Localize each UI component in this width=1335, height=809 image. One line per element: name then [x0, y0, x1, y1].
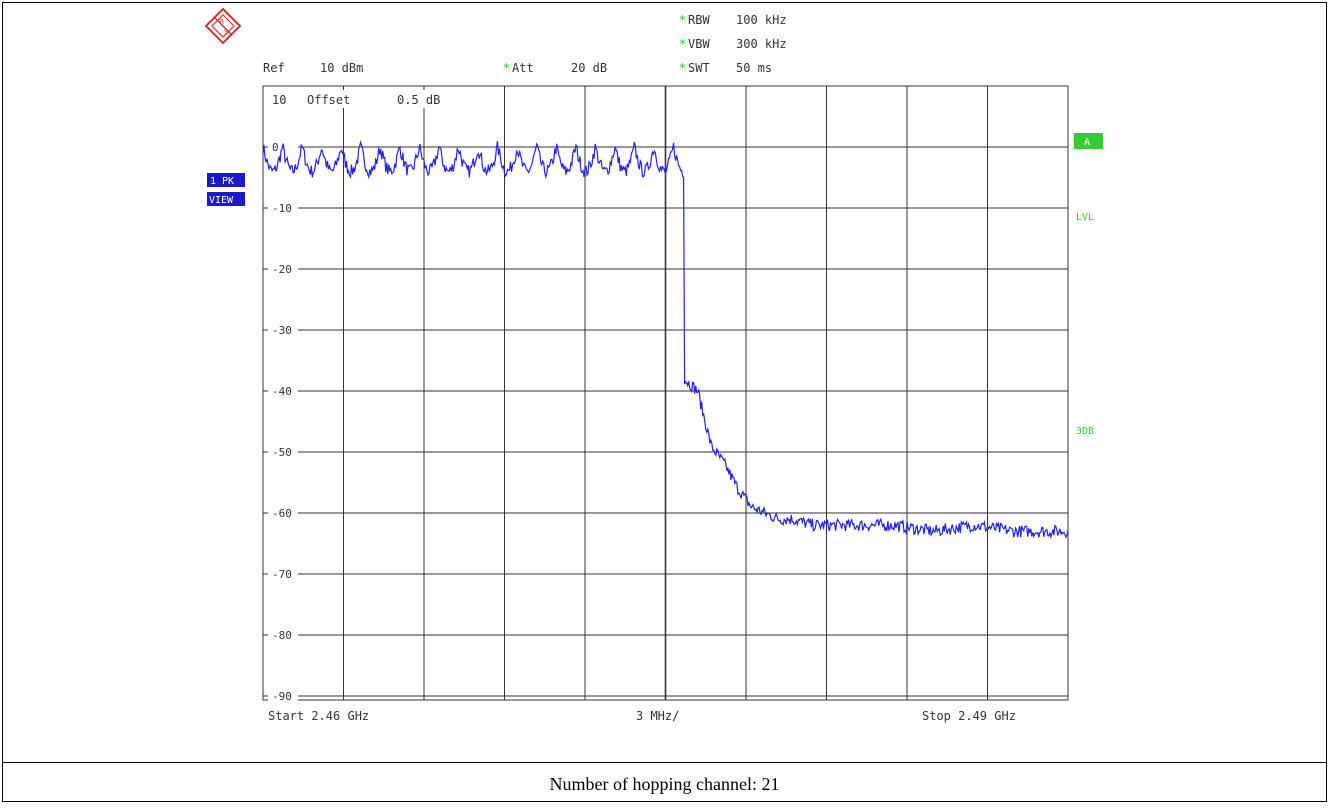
y-tick-label: -10: [272, 202, 292, 215]
svg-text:S: S: [224, 28, 229, 36]
y-tick-label: -30: [272, 324, 292, 337]
y-tick-label: -90: [272, 690, 292, 703]
trace-label-2-box: [207, 192, 245, 206]
trace-label-1: 1 PK: [210, 176, 234, 187]
y-tick-label: -80: [272, 629, 292, 642]
offset-value: 0.5 dB: [397, 93, 440, 107]
scale-label: 10: [272, 93, 286, 107]
marker-a-box: [1074, 133, 1103, 149]
y-tick-backdrop: [268, 384, 298, 398]
y-tick-label: -40: [272, 385, 292, 398]
span-per-division: 3 MHz/: [636, 709, 679, 723]
svg-text:R: R: [219, 18, 224, 26]
y-tick-label: -50: [272, 446, 292, 459]
swt-star: *: [679, 61, 686, 75]
y-tick-label: -20: [272, 263, 292, 276]
caption-divider: [2, 762, 1327, 763]
att-value: 20 dB: [571, 61, 607, 75]
spectrum-trace: [262, 140, 1069, 540]
swt-value: 50 ms: [736, 61, 772, 75]
rbw-star: *: [679, 13, 686, 27]
y-tick-backdrop: [268, 445, 298, 459]
trace-label-1-box: [207, 173, 245, 187]
att-star: *: [503, 61, 510, 75]
y-tick-backdrop: [268, 689, 298, 703]
three-db-label: 3DB: [1076, 426, 1094, 437]
att-label: Att: [512, 61, 534, 75]
rbw-value: 100 kHz: [736, 13, 787, 27]
lvl-label: LVL: [1076, 212, 1094, 223]
y-tick-backdrop: [268, 201, 298, 215]
swt-label: SWT: [688, 61, 710, 75]
y-tick-backdrop: [268, 323, 298, 337]
start-frequency: Start 2.46 GHz: [268, 709, 369, 723]
y-tick-label: -60: [272, 507, 292, 520]
grid: [263, 86, 1068, 700]
figure-caption: Number of hopping channel: 21: [549, 774, 780, 794]
marker-a-label: A: [1084, 137, 1090, 148]
vbw-star: *: [679, 37, 686, 51]
rs-logo: R S: [204, 7, 242, 45]
y-tick-backdrop: [268, 506, 298, 520]
y-tick-label: -70: [272, 568, 292, 581]
y-tick-label: 0: [272, 141, 279, 154]
offset-label: Offset: [307, 93, 350, 107]
offset-backdrop: [268, 90, 468, 108]
y-tick-backdrop: [268, 262, 298, 276]
spectrum-analyzer-display: R S Ref 10 dBm * Att 20 dB * RBW 100 kHz…: [204, 7, 1103, 723]
ref-label: Ref: [263, 61, 285, 75]
y-tick-backdrop: [268, 628, 298, 642]
trace-label-2: VIEW: [209, 195, 234, 206]
ref-value: 10 dBm: [320, 61, 363, 75]
vbw-value: 300 kHz: [736, 37, 787, 51]
y-tick-backdrop: [268, 567, 298, 581]
y-tick-labels: 0 -10 -20 -30 -40 -50 -60 -70 -80 -90: [268, 140, 298, 703]
rbw-label: RBW: [688, 13, 710, 27]
vbw-label: VBW: [688, 37, 710, 51]
stop-frequency: Stop 2.49 GHz: [922, 709, 1016, 723]
